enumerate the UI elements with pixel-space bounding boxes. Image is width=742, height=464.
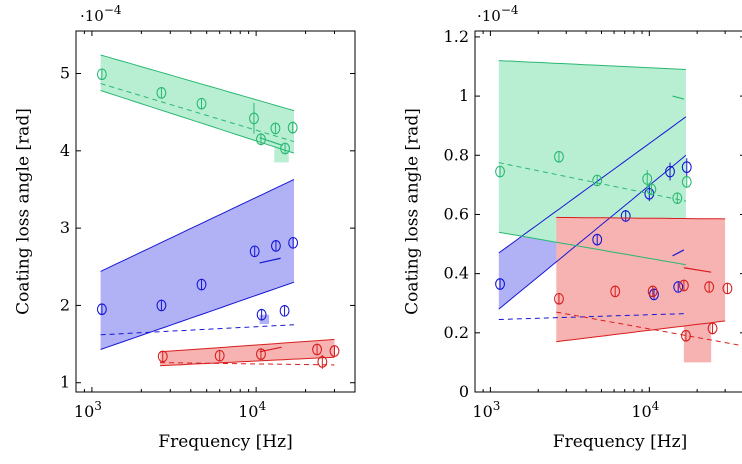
x-tick-base: 10 — [74, 402, 94, 421]
y-tick-label: 0.6 — [444, 204, 469, 223]
y-tick-label: 0.2 — [444, 323, 469, 342]
y-axis-multiplier-base: ·10 — [80, 7, 104, 25]
y-tick-label: 2 — [60, 295, 70, 314]
x-tick-label: 103 — [472, 399, 500, 421]
y-axis-multiplier-base: ·10 — [477, 7, 501, 25]
y-axis-multiplier-exponent: −4 — [501, 3, 519, 17]
x-tick-exponent: 3 — [493, 399, 501, 413]
x-tick-exponent: 4 — [258, 399, 266, 413]
y-tick-label: 0 — [459, 382, 469, 401]
y-tick-label: 3 — [60, 218, 70, 237]
x-axis-label: Frequency [Hz] — [158, 432, 292, 452]
x-tick-base: 10 — [472, 402, 492, 421]
y-tick-label: 1 — [60, 373, 70, 392]
y-axis-multiplier-exponent: −4 — [104, 3, 122, 17]
x-tick-label: 103 — [74, 399, 102, 421]
y-tick-label: 4 — [60, 141, 70, 160]
plot-area — [97, 55, 338, 369]
y-axis-label: Coating loss angle [rad] — [403, 108, 423, 315]
band-patch-3 — [684, 315, 711, 362]
x-tick-label: 104 — [238, 399, 266, 421]
plot-area — [496, 61, 742, 363]
x-tick-base: 10 — [238, 402, 258, 421]
y-tick-label: 0.8 — [444, 145, 469, 164]
y-tick-label: 1.2 — [444, 27, 469, 46]
y-tick-label: 0.4 — [444, 264, 469, 283]
y-axis-label: Coating loss angle [rad] — [14, 108, 34, 315]
x-axis-label: Frequency [Hz] — [553, 432, 687, 452]
y-axis-multiplier: ·10−4 — [477, 3, 519, 25]
y-tick-label: 5 — [60, 64, 70, 83]
y-axis-multiplier: ·10−4 — [80, 3, 122, 25]
x-tick-exponent: 4 — [652, 399, 660, 413]
y-tick-label: 1 — [459, 86, 469, 105]
x-tick-label: 104 — [631, 399, 659, 421]
x-tick-exponent: 3 — [94, 399, 102, 413]
x-tick-base: 10 — [631, 402, 651, 421]
